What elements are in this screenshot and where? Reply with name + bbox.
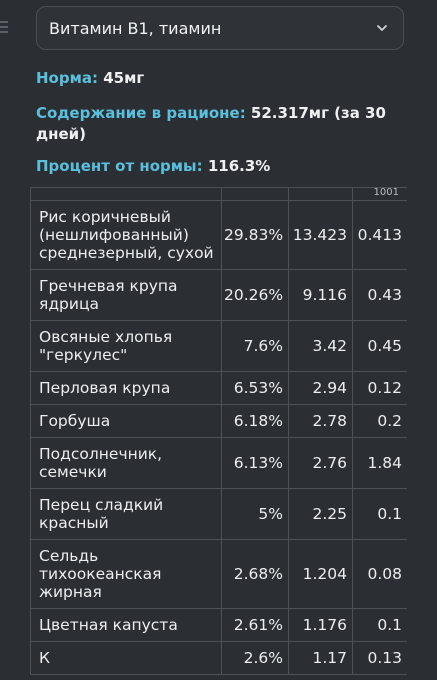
per100-cell: 1.84 xyxy=(352,437,407,489)
amount-cell: 1.17 xyxy=(288,641,353,675)
food-name-cell: Гречневая крупа ядрица xyxy=(30,269,222,321)
percent-label: Процент от нормы: xyxy=(36,157,203,175)
nutrient-select[interactable]: Витамин В1, тиамин xyxy=(36,6,404,50)
header-cell xyxy=(221,187,289,201)
amount-cell: 2.94 xyxy=(288,371,353,405)
table-row: Перец сладкий красный 5% 2.25 0.1 xyxy=(30,488,407,540)
table-row: Цветная капуста 2.61% 1.176 0.1 xyxy=(30,608,407,642)
percent-value: 116.3% xyxy=(202,157,271,175)
amount-cell: 1.176 xyxy=(288,608,353,642)
food-name-cell: К xyxy=(30,641,222,675)
percent-cell: 20.26% xyxy=(221,269,289,321)
per100-cell: 0.45 xyxy=(352,320,407,372)
percent-cell: 2.68% xyxy=(221,539,289,609)
food-name-cell: Овсяные хлопья "геркулес" xyxy=(30,320,222,372)
nutrient-select-value: Витамин В1, тиамин xyxy=(49,18,222,38)
content-value: 52.317мг (за 30 дней) xyxy=(36,104,386,143)
norm-label: Норма: xyxy=(36,69,98,87)
menu-icon[interactable] xyxy=(0,18,8,38)
table-header-row: 1001 xyxy=(30,187,407,201)
amount-cell: 2.76 xyxy=(288,437,353,489)
norm-row: Норма: 45мг xyxy=(36,68,416,89)
chevron-down-icon xyxy=(377,25,387,31)
percent-row: Процент от нормы: 116.3% xyxy=(36,156,416,177)
percent-cell: 5% xyxy=(221,488,289,540)
food-name-cell: Перец сладкий красный xyxy=(30,488,222,540)
header-cell xyxy=(30,187,222,201)
content-row: Содержание в рационе: 52.317мг (за 30 дн… xyxy=(36,103,416,145)
per100-cell: 0.12 xyxy=(352,371,407,405)
table-row: Сельдь тихоокеанская жирная 2.68% 1.204 0.0… xyxy=(30,539,407,609)
amount-cell: 2.78 xyxy=(288,404,353,438)
food-name-cell: Рис коричневый (нешлифованный) среднезер… xyxy=(30,200,222,270)
per100-cell: 0.08 xyxy=(352,539,407,609)
foods-table-container[interactable]: 1001 Рис коричневый (нешлифованный) сред… xyxy=(30,187,407,680)
table-row: Гречневая крупа ядрица 20.26% 9.116 0.43 xyxy=(30,269,407,321)
header-cell xyxy=(288,187,353,201)
amount-cell: 1.204 xyxy=(288,539,353,609)
foods-table: 1001 Рис коричневый (нешлифованный) сред… xyxy=(30,187,407,675)
norm-value: 45мг xyxy=(97,69,145,87)
food-name-cell: Подсолнечник, семечки xyxy=(30,437,222,489)
table-row: Горбуша 6.18% 2.78 0.2 xyxy=(30,404,407,438)
percent-cell: 2.61% xyxy=(221,608,289,642)
percent-cell: 7.6% xyxy=(221,320,289,372)
per100-cell: 0.1 xyxy=(352,608,407,642)
table-row: Овсяные хлопья "геркулес" 7.6% 3.42 0.45 xyxy=(30,320,407,372)
header-cell-per100: 1001 xyxy=(352,187,407,201)
content-label: Содержание в рационе: xyxy=(36,104,246,122)
percent-cell: 6.53% xyxy=(221,371,289,405)
table-row: Перловая крупа 6.53% 2.94 0.12 xyxy=(30,371,407,405)
amount-cell: 9.116 xyxy=(288,269,353,321)
amount-cell: 2.25 xyxy=(288,488,353,540)
food-name-cell: Цветная капуста xyxy=(30,608,222,642)
percent-cell: 2.6% xyxy=(221,641,289,675)
percent-cell: 29.83% xyxy=(221,200,289,270)
table-row: Подсолнечник, семечки 6.13% 2.76 1.84 xyxy=(30,437,407,489)
amount-cell: 13.423 xyxy=(288,200,353,270)
table-row: Рис коричневый (нешлифованный) среднезер… xyxy=(30,200,407,270)
food-name-cell: Сельдь тихоокеанская жирная xyxy=(30,539,222,609)
food-name-cell: Горбуша xyxy=(30,404,222,438)
per100-cell: 0.13 xyxy=(352,641,407,675)
per100-cell: 0.413 xyxy=(352,200,407,270)
percent-cell: 6.13% xyxy=(221,437,289,489)
per100-cell: 0.2 xyxy=(352,404,407,438)
table-row: К 2.6% 1.17 0.13 xyxy=(30,641,407,675)
amount-cell: 3.42 xyxy=(288,320,353,372)
per100-cell: 0.43 xyxy=(352,269,407,321)
food-name-cell: Перловая крупа xyxy=(30,371,222,405)
per100-cell: 0.1 xyxy=(352,488,407,540)
percent-cell: 6.18% xyxy=(221,404,289,438)
